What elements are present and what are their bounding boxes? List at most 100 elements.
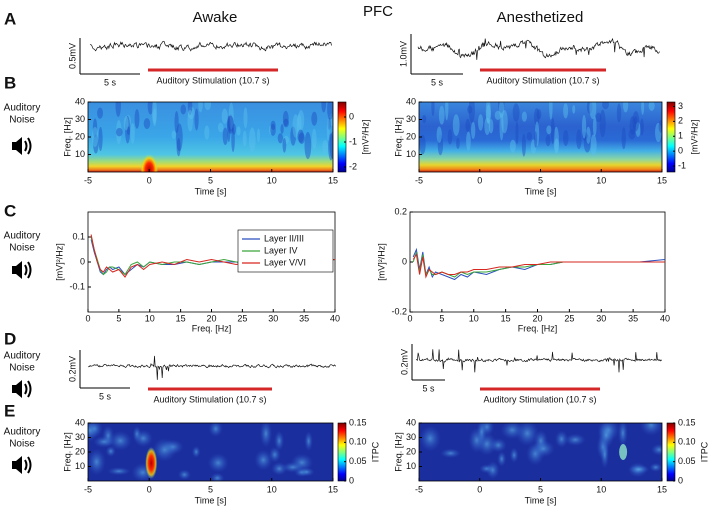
y-axis-label: [mV]²/Hz] <box>54 243 64 281</box>
heatmap-blob <box>140 154 159 172</box>
heatmap-texture <box>187 109 193 132</box>
heatmap-texture <box>532 440 555 458</box>
heatmap-texture <box>143 118 151 130</box>
heatmap-texture <box>297 109 305 131</box>
row-label: Auditory <box>4 351 41 362</box>
heatmap-texture <box>126 126 130 135</box>
heatmap-texture <box>440 448 461 459</box>
scale-label: 0.2mV <box>67 356 77 382</box>
heatmap-texture <box>283 135 289 144</box>
x-axis-label: Time [s] <box>195 495 227 505</box>
heatmap-texture <box>545 134 551 147</box>
heatmap-texture <box>536 109 542 120</box>
heatmap-texture <box>419 134 426 155</box>
row-label: Auditory <box>4 103 41 114</box>
scale-label: 0.2mV <box>399 349 409 375</box>
row-label: Auditory <box>4 231 41 242</box>
heatmap-texture <box>486 104 491 124</box>
heatmap-texture <box>521 111 527 122</box>
heatmap-texture <box>465 118 471 132</box>
heatmap-texture <box>484 117 491 136</box>
colorbar <box>337 101 347 173</box>
y-tick-label: 10 <box>75 149 85 159</box>
heatmap-texture <box>204 125 210 140</box>
heatmap-texture <box>187 102 193 116</box>
heatmap-texture <box>467 105 473 114</box>
stimulus-label: Auditory Stimulation (10.7 s) <box>483 394 596 404</box>
heatmap-texture <box>592 116 597 137</box>
colorbar-tick-label: -1 <box>678 160 686 170</box>
heatmap-texture <box>236 126 241 136</box>
heatmap-texture <box>431 102 435 117</box>
heatmap-texture <box>88 448 106 476</box>
heatmap-texture <box>292 114 299 138</box>
colorbar-tick-label: 0 <box>349 111 354 121</box>
heatmap-texture <box>590 134 597 156</box>
heatmap-texture <box>534 131 538 148</box>
heatmap-texture <box>515 423 539 447</box>
heatmap-texture <box>623 102 629 113</box>
heatmap-texture <box>471 121 476 140</box>
colorbar-tick-label: 0.10 <box>349 437 367 447</box>
heatmap <box>88 102 333 172</box>
row-label: Noise <box>9 115 35 126</box>
heatmap-texture <box>151 102 157 124</box>
heatmap-texture <box>208 423 223 437</box>
heatmap-texture <box>130 122 135 144</box>
y-axis-label: Freq. [Hz] <box>62 117 72 157</box>
heatmap-texture <box>254 449 273 471</box>
heatmap-texture <box>651 443 662 456</box>
heatmap-texture <box>282 110 289 127</box>
scale-label: 5 s <box>422 383 435 393</box>
heatmap-texture <box>270 120 276 131</box>
heatmap-texture <box>280 124 284 134</box>
spectrum-line <box>412 253 665 279</box>
heatmap-texture <box>231 127 235 153</box>
heatmap-texture <box>256 128 261 143</box>
heatmap-texture <box>655 122 662 143</box>
colorbar-tick-label: 2 <box>678 116 683 126</box>
y-tick-label: 30 <box>406 432 416 442</box>
heatmap-texture <box>321 102 327 113</box>
heatmap-texture <box>553 126 559 154</box>
heatmap-texture <box>134 109 140 129</box>
heatmap-texture <box>298 467 315 477</box>
heatmap-blob <box>619 444 628 460</box>
heatmap-texture <box>115 127 123 137</box>
heatmap-texture <box>268 446 281 463</box>
heatmap-texture <box>177 469 191 480</box>
heatmap-texture <box>447 129 453 145</box>
heatmap-texture <box>497 451 507 467</box>
heatmap-bg <box>419 102 662 172</box>
heatmap-texture <box>658 120 662 133</box>
x-tick-label: 35 <box>299 313 309 323</box>
column-title: Anesthetized <box>497 9 584 26</box>
heatmap-texture <box>629 116 636 135</box>
heatmap-texture <box>327 102 333 120</box>
heatmap-texture <box>599 109 606 138</box>
raw-trace <box>89 40 332 52</box>
x-tick-label: 15 <box>657 484 667 494</box>
heatmap-texture <box>270 123 276 136</box>
heatmap-texture <box>509 447 519 463</box>
heatmap-texture <box>171 130 176 139</box>
row-label: Auditory <box>4 427 41 438</box>
heatmap-texture <box>274 430 285 451</box>
x-tick-label: 20 <box>532 313 542 323</box>
heatmap-texture <box>515 121 519 145</box>
heatmap-texture <box>92 118 98 138</box>
heatmap-texture <box>639 423 662 436</box>
x-tick-label: 5 <box>208 484 213 494</box>
colorbar-tick-label: 0 <box>678 146 683 156</box>
heatmap-texture <box>583 134 591 153</box>
heatmap-texture <box>564 433 586 446</box>
colorbar-tick-label: 0.15 <box>349 417 367 427</box>
heatmap-texture <box>116 119 122 145</box>
heatmap-texture <box>207 453 229 473</box>
x-tick-label: 0 <box>477 484 482 494</box>
heatmap-texture <box>501 110 508 134</box>
colorbar-tick-label: 0.15 <box>678 417 696 427</box>
speaker-icon <box>11 455 32 475</box>
x-tick-label: 10 <box>596 484 606 494</box>
heatmap-texture <box>322 140 329 154</box>
